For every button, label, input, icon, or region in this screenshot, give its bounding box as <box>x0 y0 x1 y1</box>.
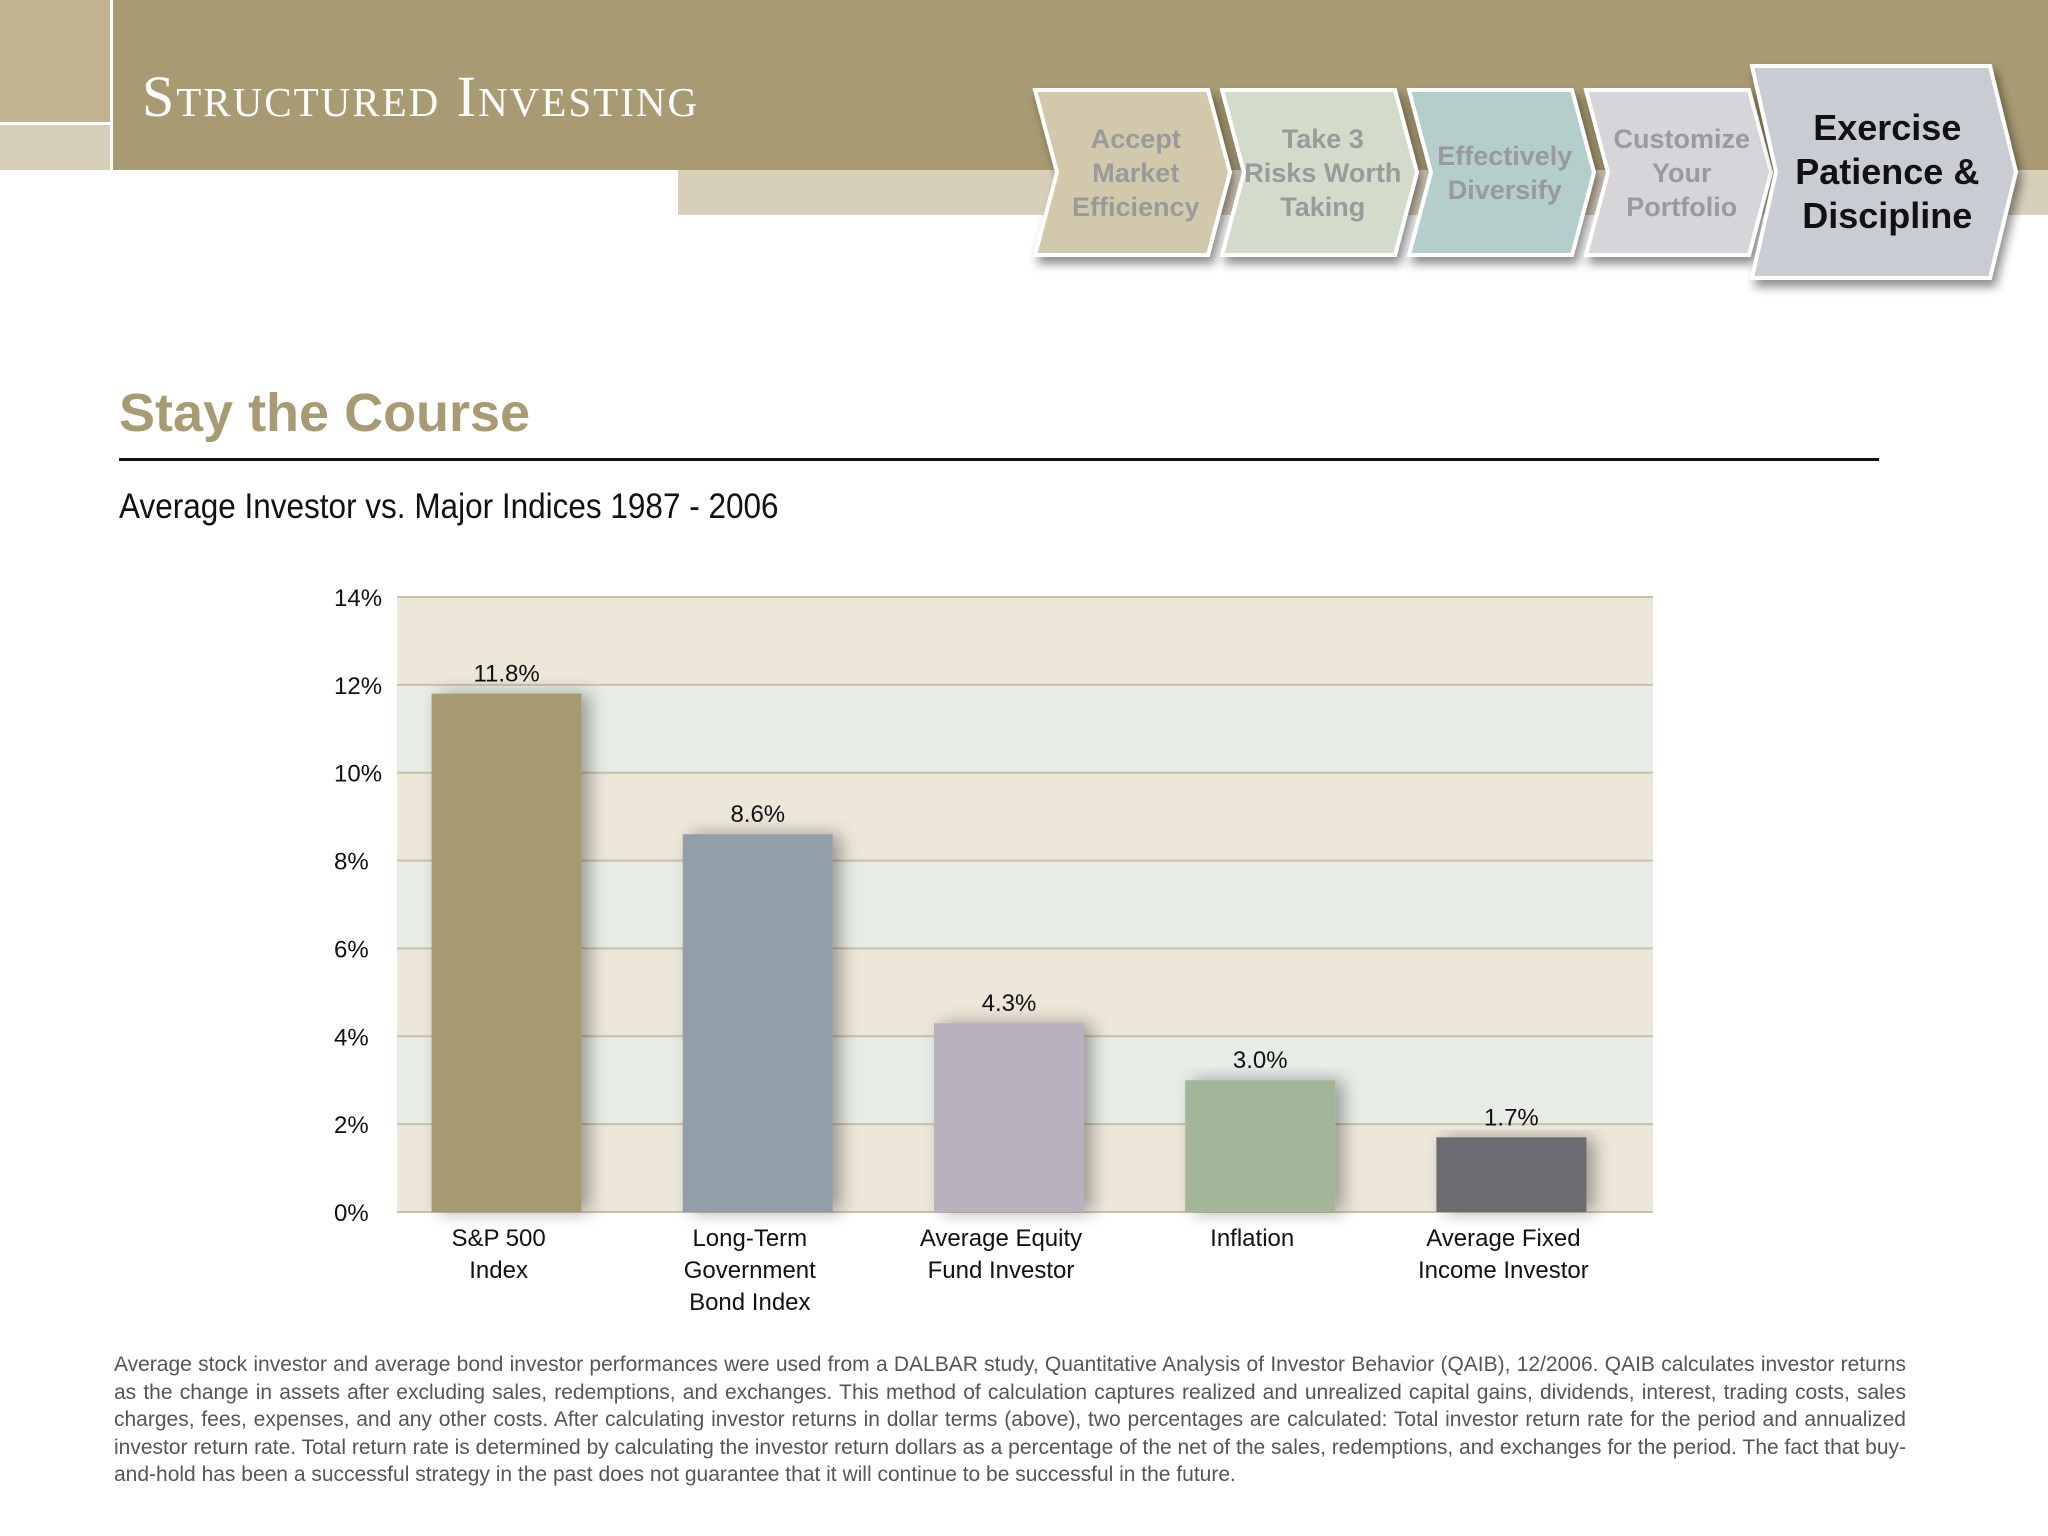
plot-band <box>397 860 1653 949</box>
bar <box>682 834 833 1212</box>
y-tick-label: 0% <box>334 1200 369 1227</box>
category-label: Average Fixed Income Investor <box>1418 1225 1589 1284</box>
step-3[interactable]: Effectively Diversify <box>1406 88 1597 257</box>
category-label-line: Fund Investor <box>928 1257 1075 1284</box>
category-label-line: Income Investor <box>1418 1257 1589 1284</box>
category-label: Average Equity Fund Investor <box>920 1225 1082 1284</box>
title-divider <box>119 458 1879 461</box>
category-label-line: S&P 500 <box>451 1225 545 1252</box>
step-label: Accept Market Efficiency <box>1072 123 1200 222</box>
category-label-line: Long-Term <box>692 1225 807 1252</box>
y-tick-label: 14% <box>334 585 382 612</box>
bar <box>1436 1137 1587 1212</box>
step-chevron-shape <box>1749 64 2019 280</box>
chart-title: Average Investor vs. Major Indices 1987 … <box>119 487 779 526</box>
category-label-line: Average Fixed <box>1426 1225 1580 1252</box>
gridlines <box>397 596 1653 1213</box>
data-label: 11.8% <box>473 661 539 688</box>
step-label: Take 3 Risks Worth Taking <box>1244 123 1402 222</box>
brand-title: Structured Investing <box>142 64 700 129</box>
step-label: Effectively Diversify <box>1437 140 1573 205</box>
y-tick-label: 2% <box>334 1112 369 1139</box>
bar <box>431 693 582 1212</box>
data-label: 8.6% <box>730 801 785 828</box>
plot-band <box>397 772 1653 861</box>
footnote: Average stock investor and average bond … <box>114 1353 1906 1486</box>
step-5[interactable]: Exercise Patience & Discipline <box>1749 64 2019 280</box>
plot-band <box>397 948 1653 1037</box>
category-label: Long-Term Government Bond Index <box>684 1225 816 1316</box>
plot-band <box>397 597 1653 685</box>
step-chevron-shape <box>1406 88 1597 257</box>
y-tick-label: 10% <box>334 761 382 788</box>
plot-band <box>397 1036 1653 1125</box>
x-axis-categories: S&P 500 Index Long-Term Government Bond Inde… <box>451 1225 1588 1316</box>
plot-band <box>397 684 1653 773</box>
step-label: Exercise Patience & Discipline <box>1795 107 1980 236</box>
data-label: 3.0% <box>1233 1047 1288 1074</box>
category-label: S&P 500 Index <box>451 1225 545 1284</box>
data-label: 4.3% <box>982 990 1037 1017</box>
data-labels: 11.8% 8.6% 4.3% 3.0% 1.7% <box>473 661 1538 1132</box>
data-label: 1.7% <box>1484 1104 1539 1131</box>
step-4[interactable]: Customize Your Portfolio <box>1583 88 1774 257</box>
y-axis-ticks: 0% 2% 4% 6% 8% 10% 12% 14% <box>334 585 382 1227</box>
step-chevron-shape <box>1032 88 1233 257</box>
category-label-line: Inflation <box>1210 1225 1294 1252</box>
section-title: Stay the Course <box>119 383 531 443</box>
bar <box>934 1023 1084 1212</box>
step-1[interactable]: Accept Market Efficiency <box>1032 88 1233 257</box>
step-chevron-shape <box>1583 88 1774 257</box>
step-chevron-shape <box>1219 88 1420 257</box>
header-corner-block <box>0 0 110 122</box>
y-tick-label: 6% <box>334 936 369 963</box>
plot-background <box>397 597 1653 1212</box>
bar <box>1185 1080 1336 1212</box>
category-label: Inflation <box>1210 1225 1294 1252</box>
category-label-line: Average Equity <box>920 1225 1082 1252</box>
step-label: Customize Your Portfolio <box>1613 123 1751 222</box>
bars <box>431 693 1587 1212</box>
category-label-line: Bond Index <box>689 1289 810 1316</box>
category-label-line: Index <box>469 1257 528 1284</box>
plot-band <box>397 1124 1653 1212</box>
header-corner-block-light <box>0 125 110 170</box>
step-2[interactable]: Take 3 Risks Worth Taking <box>1219 88 1420 257</box>
y-tick-label: 12% <box>334 673 382 700</box>
y-tick-label: 8% <box>334 849 369 876</box>
y-tick-label: 4% <box>334 1024 369 1051</box>
category-label-line: Government <box>684 1257 816 1284</box>
